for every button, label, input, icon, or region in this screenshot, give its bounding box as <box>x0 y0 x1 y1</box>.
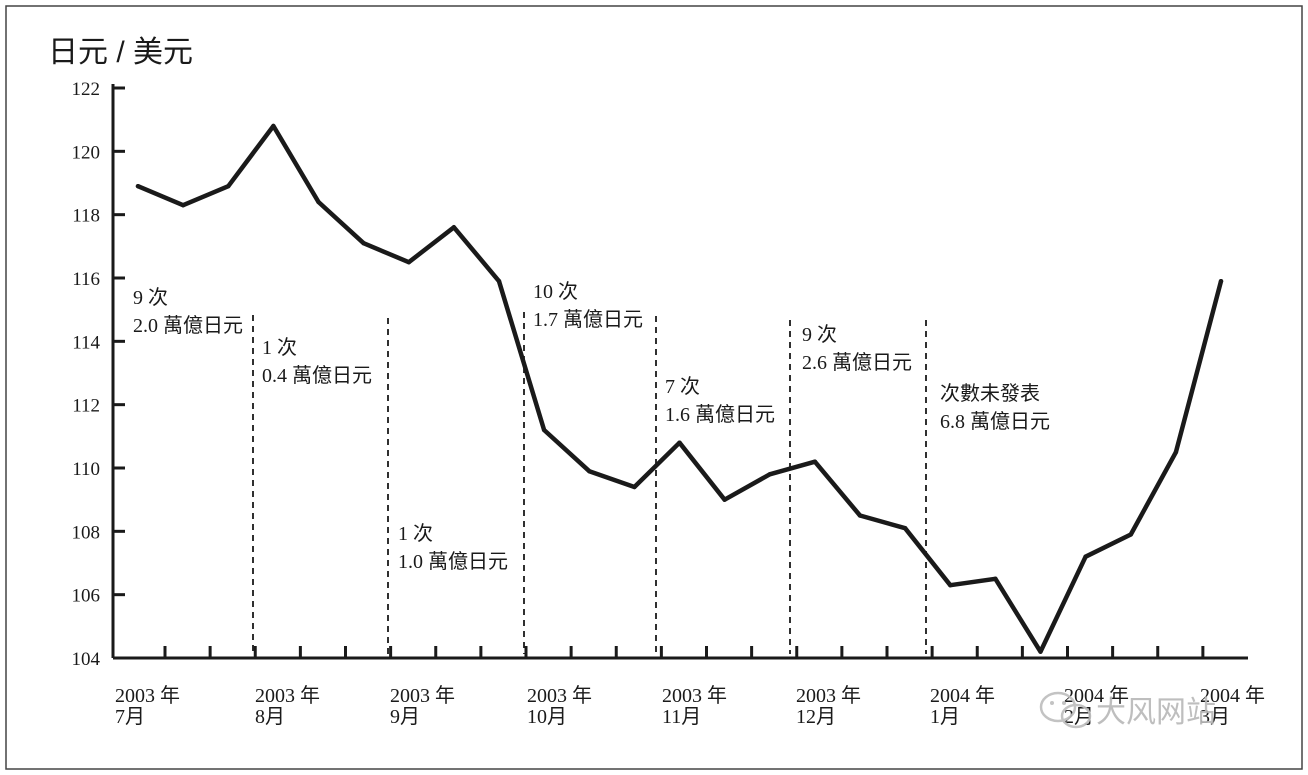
chart-frame <box>5 5 1303 770</box>
data-point <box>993 576 998 582</box>
annotation: 9 次 2.6 萬億日元 <box>802 323 912 374</box>
annotation-amount: 0.4 萬億日元 <box>262 364 372 387</box>
y-tick-label: 112 <box>72 396 100 417</box>
annotation-amount: 1.7 萬億日元 <box>533 308 643 331</box>
annotation-amount: 2.6 萬億日元 <box>802 351 912 374</box>
x-tick-year: 2004 年 <box>1064 684 1129 707</box>
data-point <box>496 278 502 284</box>
data-point <box>1128 532 1133 537</box>
data-point <box>541 427 547 433</box>
data-point <box>316 199 321 205</box>
x-tick-year: 2003 年 <box>527 684 592 707</box>
month-dividers <box>252 312 927 654</box>
wechat-icon <box>1039 691 1092 729</box>
data-point <box>1083 554 1088 559</box>
watermark: 大风网站 <box>1039 691 1216 729</box>
annotation: 次數未發表 6.8 萬億日元 <box>940 382 1050 433</box>
intervention-annotations: 9 次 2.0 萬億日元 1 次 0.4 萬億日元 1 次 1.0 萬億日元 10 次 1.7… <box>133 280 1050 573</box>
y-axis-unit-label: 日元 / 美元 <box>48 36 193 69</box>
y-tick-label: 116 <box>72 269 100 290</box>
annotation-count: 次數未發表 <box>940 382 1040 405</box>
annotation-count: 1 次 <box>262 336 297 359</box>
x-tick-year: 2003 年 <box>115 684 180 707</box>
annotation: 1 次 0.4 萬億日元 <box>262 336 372 387</box>
data-point <box>948 582 953 588</box>
y-tick-label: 108 <box>72 522 101 543</box>
y-tick-label: 118 <box>72 206 100 227</box>
annotation-amount: 1.0 萬億日元 <box>398 550 508 573</box>
annotation-amount: 1.6 萬億日元 <box>665 403 775 426</box>
x-tick-month: 1月 <box>930 706 960 728</box>
data-point <box>902 525 908 531</box>
x-tick-year: 2004 年 <box>930 684 995 707</box>
x-tick-label: 2004 年3月 <box>1200 684 1265 728</box>
x-tick-year: 2003 年 <box>662 684 727 707</box>
data-point <box>857 513 863 518</box>
annotation-amount: 2.0 萬億日元 <box>133 314 243 337</box>
data-point <box>406 259 411 265</box>
annotation: 9 次 2.0 萬億日元 <box>133 286 243 337</box>
annotation-count: 7 次 <box>665 375 700 398</box>
annotation-count: 9 次 <box>802 323 837 346</box>
data-point <box>1218 278 1224 284</box>
x-tick-year: 2003 年 <box>796 684 861 707</box>
data-point <box>135 183 141 189</box>
annotation-count: 10 次 <box>533 280 578 303</box>
x-tick-month: 9月 <box>390 706 420 728</box>
y-tick-label: 104 <box>72 649 101 670</box>
x-tick-month: 7月 <box>115 706 145 728</box>
annotation: 10 次 1.7 萬億日元 <box>533 280 643 331</box>
x-tick-month: 10月 <box>527 706 567 728</box>
data-point <box>180 202 186 208</box>
x-tick-label: 2004 年1月 <box>930 684 995 728</box>
y-tick-label: 122 <box>72 79 101 100</box>
annotation: 1 次 1.0 萬億日元 <box>398 522 508 573</box>
data-point <box>812 459 818 464</box>
data-point <box>1173 449 1179 455</box>
watermark-text: 大风网站 <box>1096 696 1216 729</box>
data-point <box>767 472 772 477</box>
data-point <box>677 440 682 445</box>
y-axis-ticks: 122 120 118 116 114 112 110 108 106 104 <box>72 79 125 670</box>
data-point <box>451 225 457 230</box>
x-tick-label: 2003 年7月 <box>115 684 180 728</box>
annotation-count: 1 次 <box>398 522 433 545</box>
y-tick-label: 106 <box>72 586 101 607</box>
annotation-amount: 6.8 萬億日元 <box>940 410 1050 433</box>
y-tick-label: 114 <box>72 332 100 353</box>
axes <box>111 84 1248 660</box>
annotation-count: 9 次 <box>133 286 168 309</box>
y-tick-label: 110 <box>72 459 100 480</box>
x-tick-month: 11月 <box>662 706 701 728</box>
data-point <box>226 183 231 189</box>
x-tick-label: 2003 年9月 <box>390 684 455 728</box>
data-point <box>271 123 276 129</box>
data-point <box>632 484 637 490</box>
x-tick-label: 2003 年8月 <box>255 684 320 728</box>
data-point <box>361 240 366 246</box>
data-point <box>1038 649 1043 654</box>
data-point <box>722 497 727 502</box>
annotation: 7 次 1.6 萬億日元 <box>665 375 775 426</box>
series-layer <box>135 123 1224 654</box>
x-tick-year: 2003 年 <box>255 684 320 707</box>
x-tick-year: 2003 年 <box>390 684 455 707</box>
x-tick-year: 2004 年 <box>1200 684 1265 707</box>
x-tick-month: 8月 <box>255 706 285 728</box>
data-point <box>587 468 592 474</box>
x-tick-month: 3月 <box>1200 706 1230 728</box>
y-tick-label: 120 <box>72 142 101 163</box>
x-tick-month: 12月 <box>796 706 836 728</box>
